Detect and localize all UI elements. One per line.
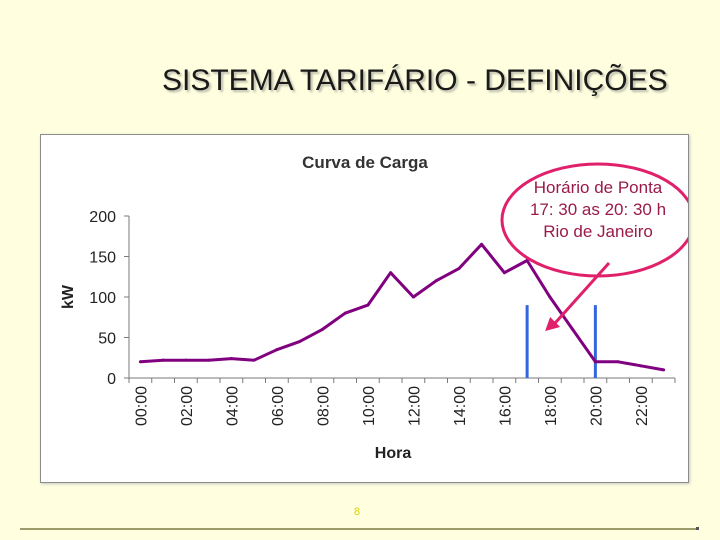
x-tick-label: 08:00 [315, 386, 332, 426]
y-tick-label: 150 [89, 250, 116, 267]
chart-labels: Curva de Carga 0 50 100 150 200 00:00 02:00 04:0… [60, 153, 651, 462]
data-point [639, 364, 643, 368]
load-curve-line [140, 242, 664, 372]
data-point [502, 271, 506, 275]
x-tick-label: 04:00 [224, 386, 241, 426]
data-point [480, 242, 484, 246]
x-tick-label: 06:00 [270, 386, 287, 426]
data-point [343, 311, 347, 315]
data-point [229, 357, 233, 361]
data-point [320, 327, 324, 331]
data-point [298, 340, 302, 344]
data-point [161, 358, 165, 362]
annotation-text: 17: 30 as 20: 30 h [530, 200, 666, 219]
chart-ticks [124, 215, 676, 383]
footer-dot [696, 527, 699, 530]
data-point [593, 360, 597, 364]
data-point [662, 368, 666, 372]
x-tick-label: 16:00 [497, 386, 514, 426]
x-tick-label: 22:00 [634, 386, 651, 426]
x-tick-label: 00:00 [133, 386, 150, 426]
annotation-text: Horário de Ponta [534, 178, 663, 197]
data-point [411, 295, 415, 299]
chart-frame: Horário de Ponta 17: 30 as 20: 30 h Rio de… [40, 134, 689, 483]
annotation-arrow-line [554, 261, 611, 325]
data-point [207, 358, 211, 362]
x-tick-label: 14:00 [452, 386, 469, 426]
x-axis-title: Hora [375, 445, 412, 462]
data-point [275, 348, 279, 352]
data-point [548, 295, 552, 299]
data-point [616, 360, 620, 364]
data-point [389, 271, 393, 275]
x-tick-label: 20:00 [588, 386, 605, 426]
x-tick-label: 12:00 [406, 386, 423, 426]
annotation-arrowhead [545, 317, 561, 332]
x-tick-label: 18:00 [543, 386, 560, 426]
y-tick-label: 50 [98, 331, 116, 348]
chart-title: Curva de Carga [302, 153, 428, 172]
data-point [571, 327, 575, 331]
y-tick-label: 0 [107, 371, 116, 388]
slide-title: SISTEMA TARIFÁRIO - DEFINIÇÕES [162, 64, 668, 97]
data-point [138, 360, 142, 364]
data-point [184, 358, 188, 362]
chart-annotation: Horário de Ponta 17: 30 as 20: 30 h Rio de… [500, 162, 688, 332]
x-tick-label: 10:00 [361, 386, 378, 426]
x-tick-label: 02:00 [179, 386, 196, 426]
y-tick-label: 100 [89, 290, 116, 307]
annotation-text: Rio de Janeiro [543, 222, 653, 241]
data-point [252, 358, 256, 362]
data-point [434, 279, 438, 283]
data-point [457, 267, 461, 271]
y-tick-label: 200 [89, 209, 116, 226]
y-axis-title: kW [60, 284, 77, 309]
page-number: 8 [354, 506, 361, 518]
load-curve-chart: Horário de Ponta 17: 30 as 20: 30 h Rio de… [60, 153, 688, 462]
footer-line [20, 528, 696, 530]
chart-series [138, 242, 666, 378]
data-point [366, 303, 370, 307]
